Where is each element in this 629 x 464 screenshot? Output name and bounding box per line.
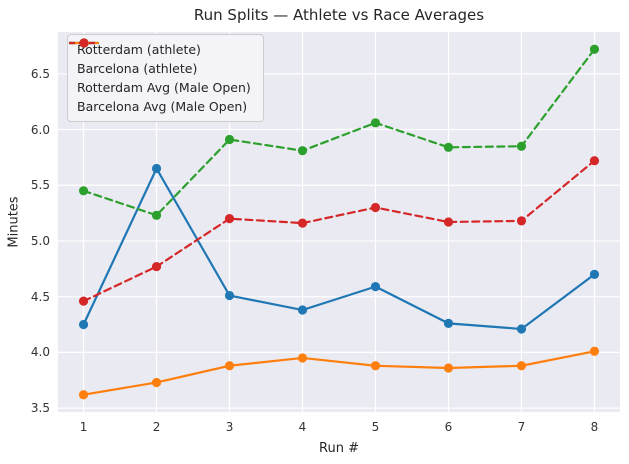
y-tick-label: 5.5 xyxy=(30,178,50,193)
x-tick-label: 6 xyxy=(444,420,453,434)
data-point xyxy=(516,361,527,371)
data-point xyxy=(443,363,454,373)
y-tick-label: 4.0 xyxy=(30,345,50,360)
legend: Rotterdam (athlete) Barcelona (athlete) Ro… xyxy=(67,34,264,122)
x-tick-label: 8 xyxy=(590,420,599,434)
x-tick-label: 4 xyxy=(298,420,307,434)
x-tick-label: 7 xyxy=(517,420,526,434)
data-point xyxy=(151,261,162,272)
x-tick-label: 5 xyxy=(371,420,380,434)
data-point xyxy=(151,163,162,174)
data-point xyxy=(589,346,600,356)
x-axis-label: Run # xyxy=(319,441,359,456)
x-tick-label: 2 xyxy=(152,420,161,434)
legend-label: Barcelona (athlete) xyxy=(77,61,198,76)
y-tick-label: 4.5 xyxy=(30,289,50,304)
data-point xyxy=(297,353,308,363)
data-point xyxy=(151,210,162,220)
legend-label: Rotterdam (athlete) xyxy=(77,42,201,57)
data-point xyxy=(443,142,454,152)
data-point xyxy=(443,318,454,329)
data-point xyxy=(297,305,308,315)
legend-swatch-icon xyxy=(69,38,99,48)
data-point xyxy=(224,290,235,301)
legend-label: Barcelona Avg (Male Open) xyxy=(77,99,248,114)
data-point xyxy=(297,218,308,228)
data-point xyxy=(224,214,235,224)
data-point xyxy=(78,296,89,306)
series-line xyxy=(82,350,596,396)
legend-label: Rotterdam Avg (Male Open) xyxy=(77,80,251,95)
legend-item: Rotterdam Avg (Male Open) xyxy=(69,38,251,96)
x-tick-label: 1 xyxy=(79,420,88,434)
data-point xyxy=(516,141,527,151)
series-line xyxy=(82,166,596,331)
data-point xyxy=(297,146,308,156)
data-point xyxy=(516,324,527,334)
data-point xyxy=(589,269,600,279)
data-point xyxy=(78,319,89,330)
legend-item: Barcelona Avg (Male Open) xyxy=(69,38,251,115)
legend-item: Barcelona (athlete) xyxy=(69,38,251,77)
y-tick-label: 3.5 xyxy=(30,401,50,416)
plot-area: Rotterdam (athlete) Barcelona (athlete) Ro… xyxy=(58,32,620,412)
x-tick-label: 3 xyxy=(225,420,234,434)
data-point xyxy=(589,44,600,54)
data-point xyxy=(370,282,381,292)
data-point xyxy=(151,377,162,388)
legend-item: Rotterdam (athlete) xyxy=(69,38,251,58)
y-tick-label: 6.0 xyxy=(30,122,50,137)
data-point xyxy=(370,118,381,128)
data-point xyxy=(443,217,454,227)
series-line xyxy=(82,48,596,217)
y-tick-label: 6.5 xyxy=(30,66,50,81)
y-tick-label: 5.0 xyxy=(30,233,50,248)
chart-canvas xyxy=(58,32,620,412)
data-point xyxy=(78,390,89,400)
data-point xyxy=(589,156,600,166)
data-point xyxy=(78,186,89,196)
chart-title: Run Splits — Athlete vs Race Averages xyxy=(193,6,485,24)
data-point xyxy=(224,361,235,371)
data-point xyxy=(224,134,235,145)
data-point xyxy=(516,216,527,226)
series-line xyxy=(82,159,596,303)
data-point xyxy=(370,202,381,213)
data-point xyxy=(370,361,381,371)
